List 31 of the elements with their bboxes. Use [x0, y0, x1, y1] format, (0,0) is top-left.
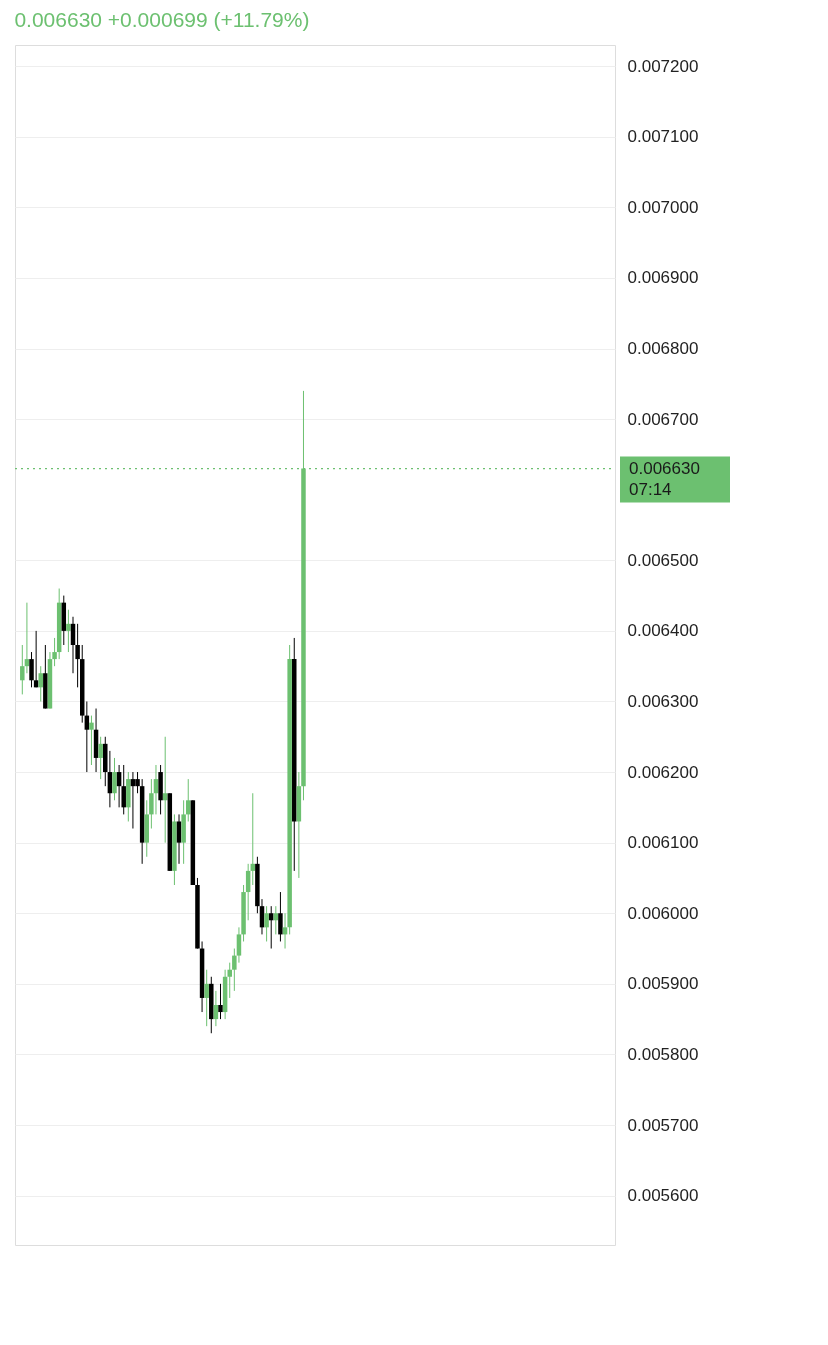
candlestick: [176, 813, 182, 865]
y-tick-label: 0.005900: [627, 974, 699, 994]
y-tick-label: 0.006000: [627, 903, 699, 923]
candlestick: [264, 905, 269, 942]
candlestick: [89, 715, 94, 766]
y-tick-label: 0.007200: [627, 56, 699, 76]
y-tick-label: 0.007000: [627, 197, 699, 217]
ref-line-label: 0.006630: [629, 458, 700, 478]
candlestick: [38, 665, 43, 702]
y-tick-label: 0.006800: [627, 339, 699, 359]
candlestick: [121, 764, 126, 815]
y-tick-label: 0.006200: [627, 762, 699, 782]
y-tick-label: 0.007100: [627, 127, 699, 147]
y-tick-label: 0.006900: [627, 268, 699, 288]
candlestick: [98, 736, 103, 780]
y-tick-label: 0.005700: [627, 1115, 699, 1135]
candlestick: [218, 983, 223, 1020]
candlestick: [204, 969, 209, 1027]
candlestick: [52, 637, 57, 667]
y-tick-label: 0.006700: [627, 409, 699, 429]
candlestick: [278, 891, 283, 942]
text: 07:14: [629, 479, 672, 499]
candlestick: [112, 757, 117, 801]
chart-subtitle: 0.006630 +0.000699 (+11.79%): [14, 8, 310, 31]
y-tick-label: 0.005600: [627, 1186, 699, 1206]
y-tick-label: 0.006500: [627, 550, 699, 570]
y-tick-label: 0.006300: [627, 691, 699, 711]
candlestick: [66, 609, 71, 653]
y-tick-label: 0.005800: [627, 1044, 699, 1064]
y-tick-label: 0.006400: [627, 621, 699, 641]
y-tick-label: 0.006100: [627, 833, 699, 853]
